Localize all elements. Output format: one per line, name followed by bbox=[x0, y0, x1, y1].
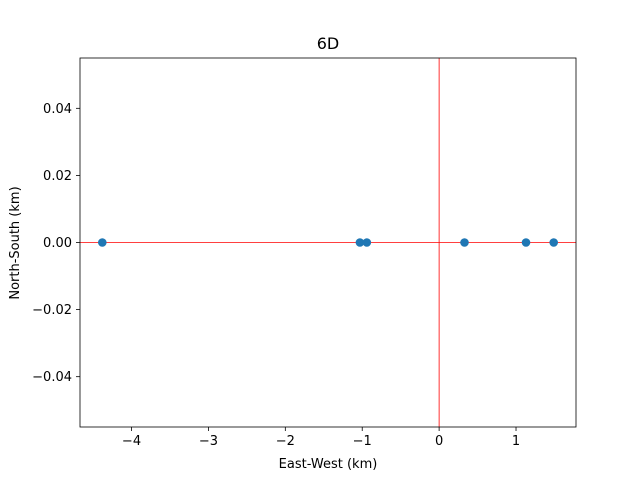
data-point bbox=[98, 238, 107, 247]
y-tick-label: 0.00 bbox=[43, 236, 72, 251]
y-tick-label: −0.04 bbox=[32, 370, 72, 385]
x-tick-label: 1 bbox=[512, 434, 520, 449]
x-tick-label: −2 bbox=[276, 434, 295, 449]
x-tick-label: −1 bbox=[353, 434, 372, 449]
chart-title: 6D bbox=[317, 34, 340, 53]
x-tick-label: 0 bbox=[435, 434, 443, 449]
x-tick-label: −3 bbox=[199, 434, 218, 449]
data-point bbox=[460, 238, 469, 247]
y-tick-label: −0.02 bbox=[32, 303, 72, 318]
plot-area: −4 −3 −2 −1 0 1 −0.04 −0.02 0.00 0.02 0.04 bbox=[32, 57, 577, 449]
x-tick-label: −4 bbox=[122, 434, 141, 449]
data-point bbox=[362, 238, 372, 247]
y-tick-label: 0.02 bbox=[43, 169, 72, 184]
y-tick-label: 0.04 bbox=[43, 102, 72, 117]
data-point bbox=[355, 238, 365, 247]
data-point bbox=[549, 238, 558, 247]
y-axis-label: North-South (km) bbox=[8, 186, 23, 299]
data-point bbox=[521, 238, 531, 247]
x-axis-label: East-West (km) bbox=[279, 457, 378, 472]
